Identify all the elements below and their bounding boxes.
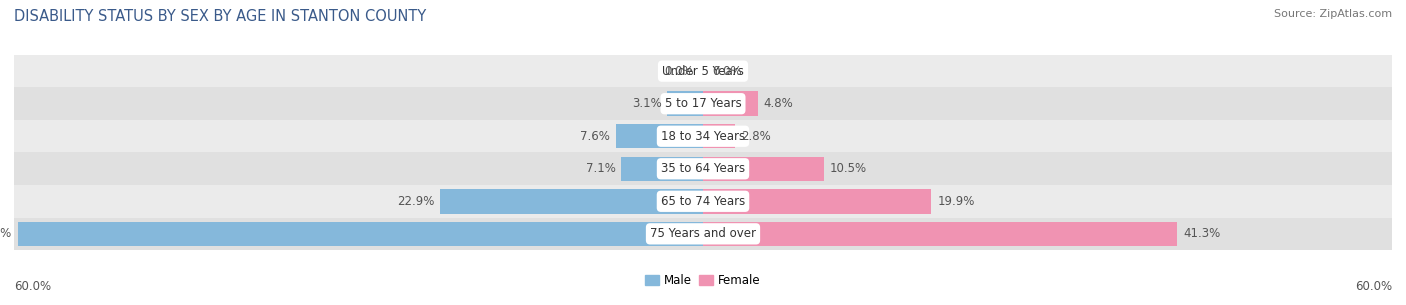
Bar xyxy=(616,124,703,149)
Text: DISABILITY STATUS BY SEX BY AGE IN STANTON COUNTY: DISABILITY STATUS BY SEX BY AGE IN STANT… xyxy=(14,9,426,24)
Bar xyxy=(703,124,735,149)
Text: Source: ZipAtlas.com: Source: ZipAtlas.com xyxy=(1274,9,1392,19)
Text: 3.1%: 3.1% xyxy=(631,97,662,110)
Text: 75 Years and over: 75 Years and over xyxy=(650,227,756,240)
Bar xyxy=(703,222,1177,246)
Bar xyxy=(14,55,1392,88)
Bar xyxy=(668,92,703,116)
Text: 19.9%: 19.9% xyxy=(938,195,974,208)
Text: 22.9%: 22.9% xyxy=(396,195,434,208)
Bar xyxy=(621,156,703,181)
Text: Under 5 Years: Under 5 Years xyxy=(662,65,744,78)
Text: 10.5%: 10.5% xyxy=(830,162,866,175)
Text: 41.3%: 41.3% xyxy=(1182,227,1220,240)
Text: 0.0%: 0.0% xyxy=(664,65,693,78)
Bar xyxy=(703,156,824,181)
Bar xyxy=(14,185,1392,217)
Text: 4.8%: 4.8% xyxy=(763,97,793,110)
Text: 7.6%: 7.6% xyxy=(581,130,610,143)
Bar xyxy=(440,189,703,213)
Text: 60.0%: 60.0% xyxy=(1355,280,1392,293)
Text: 0.0%: 0.0% xyxy=(713,65,742,78)
Bar xyxy=(703,92,758,116)
Text: 59.7%: 59.7% xyxy=(0,227,11,240)
Bar xyxy=(14,217,1392,250)
Bar xyxy=(14,88,1392,120)
Text: 7.1%: 7.1% xyxy=(586,162,616,175)
Text: 35 to 64 Years: 35 to 64 Years xyxy=(661,162,745,175)
Text: 65 to 74 Years: 65 to 74 Years xyxy=(661,195,745,208)
Bar xyxy=(14,152,1392,185)
Bar xyxy=(703,189,932,213)
Text: 18 to 34 Years: 18 to 34 Years xyxy=(661,130,745,143)
Legend: Male, Female: Male, Female xyxy=(645,274,761,287)
Text: 2.8%: 2.8% xyxy=(741,130,770,143)
Bar xyxy=(17,222,703,246)
Text: 60.0%: 60.0% xyxy=(14,280,51,293)
Bar xyxy=(14,120,1392,152)
Text: 5 to 17 Years: 5 to 17 Years xyxy=(665,97,741,110)
